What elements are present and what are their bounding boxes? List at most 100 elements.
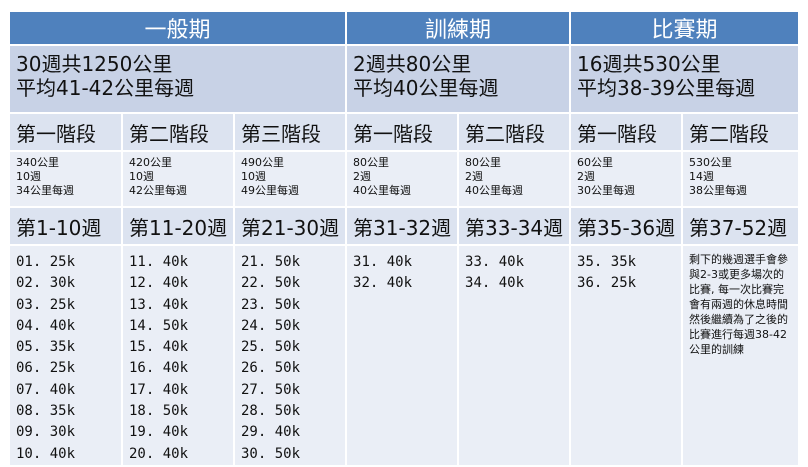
- week-range: 第37-52週: [682, 207, 799, 246]
- stage-duration: 2週: [577, 170, 596, 183]
- phase-competition-title: 比賽期: [570, 12, 799, 46]
- week-entry: 09. 30k: [16, 424, 76, 441]
- stage-name-row: 第一階段 第二階段 第三階段 第一階段 第二階段 第一階段 第二階段: [10, 113, 799, 152]
- phase-header-row: 一般期 訓練期 比賽期: [10, 12, 799, 46]
- week-entry: 08. 35k: [16, 403, 76, 420]
- week-range: 第35-36週: [570, 207, 684, 246]
- stage-duration: 2週: [353, 170, 372, 183]
- week-entry: 32. 40k: [353, 275, 413, 292]
- week-range: 第1-10週: [10, 207, 123, 246]
- summary-total: 2週共80公里: [353, 52, 472, 76]
- stage-distance: 530公里: [689, 156, 733, 169]
- week-entry: 29. 40k: [241, 424, 301, 441]
- week-entry: 02. 30k: [16, 275, 76, 292]
- stage-stats: 80公里 2週 40公里每週: [458, 151, 572, 208]
- week-entry: 28. 50k: [241, 403, 301, 420]
- stage-name: 第二階段: [122, 113, 235, 152]
- stage-stats: 490公里 10週 49公里每週: [234, 151, 348, 208]
- week-entry: 14. 50k: [129, 317, 189, 334]
- phase-general-summary: 30週共1250公里 平均41-42公里每週: [10, 45, 348, 114]
- training-plan-table: 一般期 訓練期 比賽期 30週共1250公里 平均41-42公里每週 2週共80…: [10, 12, 799, 467]
- stage-stats: 340公里 10週 34公里每週: [10, 151, 123, 208]
- stage-duration: 10週: [129, 170, 154, 183]
- week-entry: 36. 25k: [577, 275, 637, 292]
- week-entry: 33. 40k: [465, 254, 525, 270]
- stage-distance: 420公里: [129, 156, 172, 169]
- week-range: 第21-30週: [234, 207, 348, 246]
- week-entry: 15. 40k: [129, 339, 189, 356]
- week-entry: 22. 50k: [241, 275, 301, 292]
- stage-weekly: 42公里每週: [129, 184, 187, 197]
- stage-duration: 10週: [241, 170, 266, 183]
- week-entry: 34. 40k: [465, 275, 525, 292]
- week-entry: 31. 40k: [353, 254, 413, 270]
- summary-total: 16週共530公里: [577, 52, 721, 76]
- week-entry: 25. 50k: [241, 339, 301, 356]
- phase-training-title: 訓練期: [346, 12, 572, 46]
- stage-weekly: 49公里每週: [241, 184, 299, 197]
- week-entry: 01. 25k: [16, 254, 76, 270]
- stage-distance: 80公里: [465, 156, 502, 169]
- weekly-distance-list: 11. 40k 12. 40k 13. 40k 14. 50k 15. 40k …: [122, 245, 235, 467]
- week-range-row: 第1-10週 第11-20週 第21-30週 第31-32週 第33-34週 第…: [10, 207, 799, 246]
- week-entry: 21. 50k: [241, 254, 301, 270]
- phase-training-summary: 2週共80公里 平均40公里每週: [346, 45, 572, 114]
- week-entry: 27. 50k: [241, 381, 301, 398]
- stage-weekly: 40公里每週: [353, 184, 412, 197]
- stage-name: 第一階段: [10, 113, 123, 152]
- week-entry: 06. 25k: [16, 360, 76, 377]
- stage-weekly: 40公里每週: [465, 184, 524, 197]
- summary-average: 平均41-42公里每週: [16, 76, 195, 100]
- week-entry: 18. 50k: [129, 403, 189, 420]
- stage-name: 第三階段: [234, 113, 348, 152]
- phase-competition-summary: 16週共530公里 平均38-39公里每週: [570, 45, 799, 114]
- weekly-distance-list: 35. 35k 36. 25k: [570, 245, 684, 467]
- week-range: 第31-32週: [346, 207, 460, 246]
- stage-weekly: 30公里每週: [577, 184, 636, 197]
- stage-distance: 490公里: [241, 156, 284, 169]
- stage-stats: 530公里 14週 38公里每週: [682, 151, 799, 208]
- stage-name: 第一階段: [570, 113, 684, 152]
- weekly-distance-list: 31. 40k 32. 40k: [346, 245, 460, 467]
- stage-distance: 60公里: [577, 156, 614, 169]
- stage-weekly: 34公里每週: [16, 184, 74, 197]
- weekly-distance-row: 01. 25k 02. 30k 03. 25k 04. 40k 05. 35k …: [10, 245, 799, 467]
- summary-total: 30週共1250公里: [16, 52, 173, 76]
- summary-average: 平均40公里每週: [353, 76, 499, 100]
- stage-distance: 80公里: [353, 156, 390, 169]
- week-entry: 13. 40k: [129, 296, 189, 313]
- summary-average: 平均38-39公里每週: [577, 76, 756, 100]
- weekly-distance-list: 33. 40k 34. 40k: [458, 245, 572, 467]
- week-entry: 23. 50k: [241, 296, 301, 313]
- week-range: 第33-34週: [458, 207, 572, 246]
- week-entry: 16. 40k: [129, 360, 189, 377]
- weekly-distance-list: 01. 25k 02. 30k 03. 25k 04. 40k 05. 35k …: [10, 245, 123, 467]
- week-entry: 17. 40k: [129, 381, 189, 398]
- week-entry: 35. 35k: [577, 254, 637, 270]
- stage-stats: 60公里 2週 30公里每週: [570, 151, 684, 208]
- weekly-distance-list: 21. 50k 22. 50k 23. 50k 24. 50k 25. 50k …: [234, 245, 348, 467]
- week-entry: 10. 40k: [16, 445, 76, 462]
- week-entry: 03. 25k: [16, 296, 76, 313]
- phase-general-title: 一般期: [10, 12, 348, 46]
- week-entry: 19. 40k: [129, 424, 189, 441]
- stage-stats: 80公里 2週 40公里每週: [346, 151, 460, 208]
- week-entry: 07. 40k: [16, 381, 76, 398]
- week-entry: 24. 50k: [241, 317, 301, 334]
- week-entry: 12. 40k: [129, 275, 189, 292]
- stage-stats: 420公里 10週 42公里每週: [122, 151, 235, 208]
- week-entry: 20. 40k: [129, 445, 189, 462]
- stage-distance: 340公里: [16, 156, 59, 169]
- stage-duration: 14週: [689, 170, 715, 183]
- stage-name: 第二階段: [682, 113, 799, 152]
- phase-summary-row: 30週共1250公里 平均41-42公里每週 2週共80公里 平均40公里每週 …: [10, 45, 799, 114]
- week-entry: 30. 50k: [241, 445, 301, 462]
- week-entry: 26. 50k: [241, 360, 301, 377]
- competition-note: 剩下的幾週選手會參與2-3或更多場次的比賽, 每一次比賽完會有兩週的休息時間然後…: [682, 245, 799, 467]
- week-entry: 04. 40k: [16, 317, 76, 334]
- stage-name: 第一階段: [346, 113, 460, 152]
- stage-stats-row: 340公里 10週 34公里每週 420公里 10週 42公里每週 490公里 …: [10, 151, 799, 208]
- week-entry: 11. 40k: [129, 254, 189, 270]
- stage-duration: 10週: [16, 170, 41, 183]
- stage-name: 第二階段: [458, 113, 572, 152]
